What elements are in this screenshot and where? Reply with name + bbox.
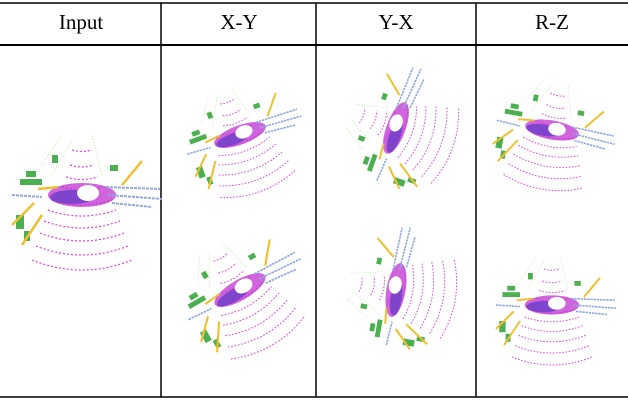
column-header: R-Z [535, 10, 569, 34]
column-header: X-Y [220, 10, 257, 34]
point-cloud-image [12, 135, 162, 270]
point-cloud-image [496, 257, 616, 365]
point-cloud-image [339, 219, 466, 356]
point-cloud-image [163, 212, 331, 375]
point-cloud-image [332, 51, 475, 201]
figure-table: Input X-Y Y-X R-Z [0, 0, 628, 400]
point-cloud-image [486, 73, 623, 200]
column-header: Y-X [379, 10, 414, 34]
column-header: Input [59, 10, 103, 34]
point-cloud-image [171, 68, 321, 211]
